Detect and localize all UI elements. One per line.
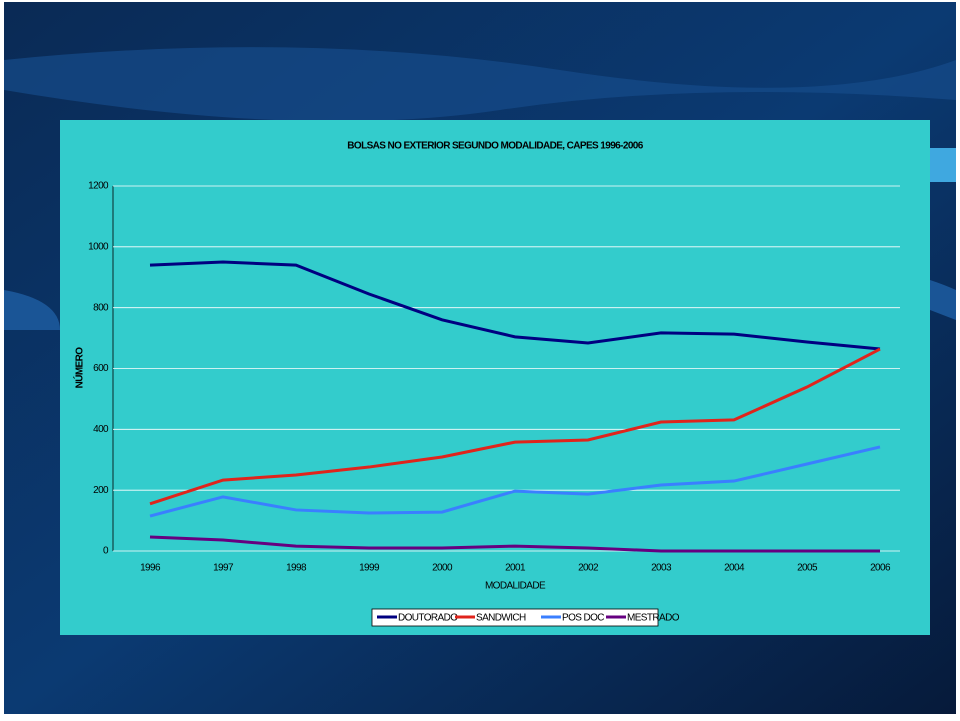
legend-label: SANDWICH [476,613,526,624]
series-line [149,347,881,506]
wave [4,290,60,330]
wave [4,47,956,122]
x-tick-label: 1999 [359,563,380,574]
legend-label: DOUTORADO [398,613,458,624]
x-tick-label: 2003 [651,563,672,574]
x-tick-label: 2002 [578,563,599,574]
chart-area [60,120,930,635]
series-line [149,535,880,553]
legend [371,608,659,627]
chart-title: BOLSAS NO EXTERIOR SEGUNDO MODALIDADE, C… [347,141,643,152]
x-tick-label: 2000 [432,563,453,574]
y-tick-label: 1000 [88,241,109,252]
x-axis-label: MODALIDADE [485,581,546,592]
series-line [149,445,881,518]
x-tick-label: 2005 [797,563,818,574]
x-tick-label: 2004 [724,563,745,574]
x-tick-label: 1996 [140,563,161,574]
wave [930,280,956,320]
legend-label: MESTRADO [627,613,680,624]
y-axis-label: NÚMERO [73,347,86,389]
y-tick-label: 400 [93,424,109,435]
y-tick-label: 0 [103,546,109,557]
y-tick-label: 800 [93,302,109,313]
x-tick-label: 2006 [870,563,891,574]
series-line [149,260,881,351]
y-tick-label: 200 [93,485,109,496]
legend-label: POS DOC [562,613,604,624]
x-tick-label: 1997 [213,563,234,574]
x-tick-label: 2001 [505,563,526,574]
y-tick-label: 600 [93,363,109,374]
x-tick-label: 1998 [286,563,307,574]
y-tick-label: 1200 [88,181,109,192]
